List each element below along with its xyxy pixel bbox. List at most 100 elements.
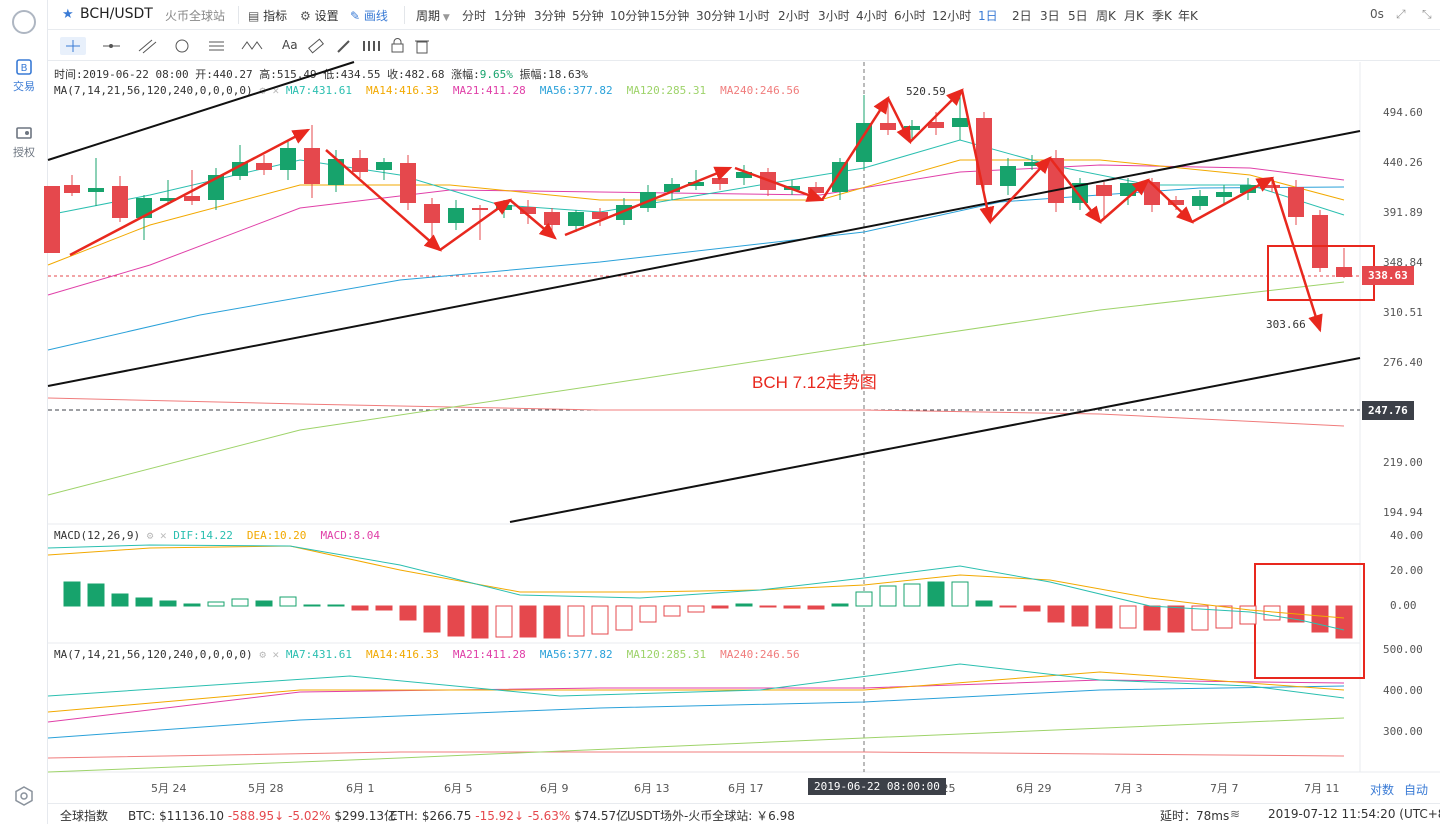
x-tick: 7月 11 [1304,782,1340,795]
candle-body [880,123,896,130]
macd-bar [1143,605,1161,631]
macd-bar [711,605,729,609]
period-5[interactable]: 15分钟 [650,9,690,23]
period-6[interactable]: 30分钟 [696,9,736,23]
trade-icon: B [16,59,32,75]
period-7[interactable]: 1小时 [738,9,770,23]
macd-bar [1047,605,1065,623]
period-16[interactable]: 5日 [1068,9,1088,23]
candle-body [424,204,440,223]
rail-trade-button[interactable]: B 交易 [4,58,44,94]
period-15[interactable]: 3日 [1040,9,1060,23]
auto-scale-toggle[interactable]: 自动 [1404,783,1429,797]
period-13[interactable]: 1日 [978,9,998,23]
macd-bar [1119,605,1137,629]
period-17[interactable]: 周K [1096,9,1116,23]
x-tick: 7月 7 [1210,782,1239,795]
macd-bar [543,605,561,639]
eth-ticker[interactable]: ETH: $266.75 -15.92↓ -5.63% $74.57亿 [390,809,629,823]
legend-item: MA120:285.31 [626,84,707,97]
period-4[interactable]: 10分钟 [610,9,650,23]
ma-legend: MA(7,14,21,56,120,240,0,0,0,0) ⚙ ✕ MA7:4… [54,84,814,97]
macd-bar [1263,605,1281,621]
ma-pane-line [47,685,1345,739]
macd-bar [975,600,993,607]
draw-button[interactable]: ✎ 画线 [350,9,388,23]
log-scale-toggle[interactable]: 对数 [1370,783,1395,797]
rail-authorize-button[interactable]: 授权 [4,124,44,160]
macd-bar [903,583,921,607]
period-9[interactable]: 3小时 [818,9,850,23]
candle-body [232,162,248,176]
symbol-title[interactable]: BCH/USDT [80,6,153,22]
period-14[interactable]: 2日 [1012,9,1032,23]
settings-hex-icon[interactable] [14,786,34,806]
macd-bar [1191,605,1209,631]
period-8[interactable]: 2小时 [778,9,810,23]
period-12[interactable]: 12小时 [932,9,972,23]
macd-bar [1023,605,1041,612]
restore-icon[interactable]: ⤡ [1422,7,1432,21]
fibonacci-tool-icon[interactable] [206,37,232,55]
candle-body [472,208,488,210]
lock-tool-icon[interactable] [388,37,408,55]
text-tool[interactable]: Aa [282,38,298,52]
candle-body [1216,192,1232,197]
macd-bar [1167,605,1185,633]
favorite-star-icon[interactable]: ★ [62,7,74,22]
ma-pane-legend-items: MA7:431.61 MA14:416.33 MA21:411.28 MA56:377… [286,648,814,661]
fullscreen-icon[interactable]: ⤢ [1396,7,1406,21]
macd-bar [1311,605,1329,633]
period-11[interactable]: 6小时 [894,9,926,23]
period-2[interactable]: 3分钟 [534,9,566,23]
period-19[interactable]: 季K [1152,9,1172,23]
macd-bar [327,604,345,607]
legend-item: MA240:246.56 [720,84,800,97]
indicators-button[interactable]: ▤ 指标 [248,9,288,23]
parallel-lines-tool-icon[interactable] [136,37,162,55]
ruler-tool-icon[interactable] [306,37,326,55]
circle-tool-icon[interactable] [172,37,198,55]
settings-button[interactable]: ⚙ 设置 [300,9,339,23]
period-18[interactable]: 月K [1124,9,1144,23]
wave-tool-icon[interactable] [240,37,270,55]
trend-arrow [734,166,825,202]
svg-text:B: B [21,63,28,74]
period-20[interactable]: 年K [1178,9,1198,23]
period-10[interactable]: 4小时 [856,9,888,23]
candle-body [352,158,368,172]
candle-body [1240,185,1256,193]
macd-bar [1215,605,1233,629]
macd-bar [279,596,297,607]
period-0[interactable]: 分时 [462,9,487,23]
crosshair-tool-icon[interactable] [60,37,86,55]
ma-pane-legend-label: MA(7,14,21,56,120,240,0,0,0,0) [54,648,253,661]
macd-bar [519,605,537,638]
legend-item: MA56:377.82 [539,84,613,97]
crosshair-date-badge: 2019-06-22 08:00:00 [808,778,946,795]
ohlc-close: 收:482.68 [387,68,445,81]
horizontal-line-tool-icon[interactable] [100,37,126,55]
ma-legend-label: MA(7,14,21,56,120,240,0,0,0,0) [54,84,253,97]
logo-icon [12,10,36,34]
candle-body [832,162,848,192]
trash-tool-icon[interactable] [412,37,432,55]
candle-body [88,188,104,192]
macd-bar [351,605,369,611]
left-rail: B 交易 授权 [0,0,48,824]
brush-tool-icon[interactable] [334,37,354,55]
ma-pane-tick: 400.00 [1383,684,1423,697]
candle-body [1288,187,1304,217]
period-dropdown[interactable]: 周期 ▼ [416,9,450,23]
candle-body [448,208,464,223]
trend-arrow [909,88,964,143]
macd-bar [63,581,81,607]
btc-ticker[interactable]: BTC: $11136.10 -588.95↓ -5.02% $299.13亿 [128,809,396,823]
period-1[interactable]: 1分钟 [494,9,526,23]
period-3[interactable]: 5分钟 [572,9,604,23]
ma-pane-line [47,679,1345,723]
key-icon [16,127,32,139]
barcode-tool-icon[interactable] [360,37,384,55]
trend-arrow [69,128,311,257]
